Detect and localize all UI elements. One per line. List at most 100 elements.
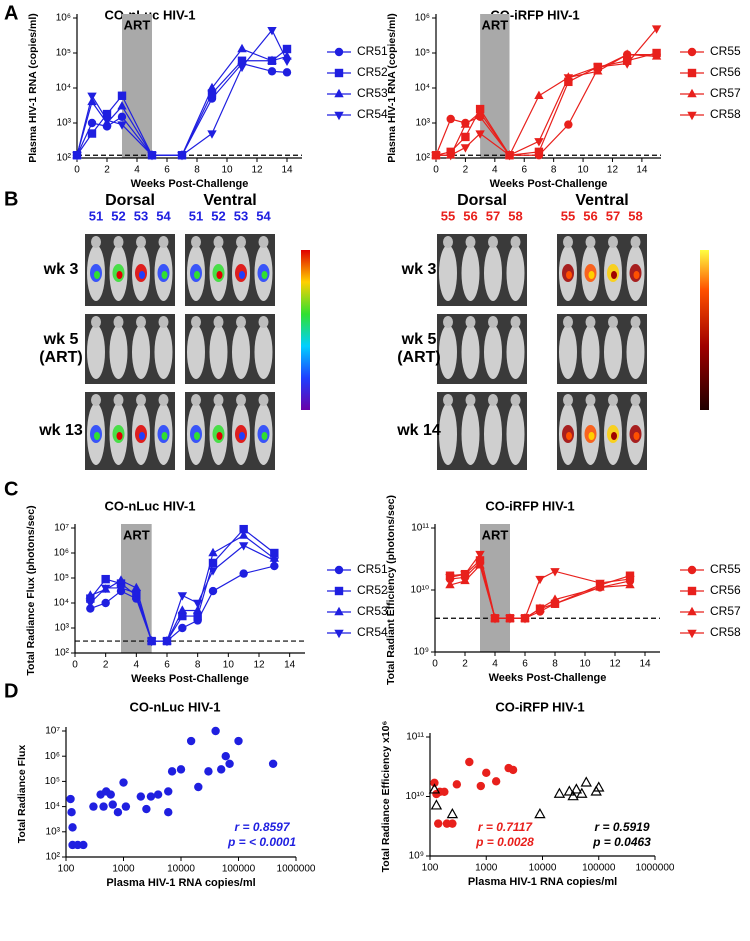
x-axis-label: Weeks Post-Challenge xyxy=(131,178,249,190)
timepoint-label: wk 3 xyxy=(43,261,79,278)
mouse-label: 57 xyxy=(486,208,500,223)
marker xyxy=(550,599,560,608)
marker xyxy=(534,147,544,157)
marker xyxy=(595,579,605,589)
x-tick-label: 2 xyxy=(462,659,468,670)
marker xyxy=(238,542,249,551)
mouse xyxy=(187,325,205,379)
marker xyxy=(576,787,588,798)
marker xyxy=(445,579,455,589)
x-axis-label: Weeks Post-Challenge xyxy=(131,673,249,685)
marker xyxy=(204,767,213,776)
marker xyxy=(177,592,188,601)
marker xyxy=(622,60,632,69)
marker xyxy=(269,557,280,566)
legend-marker xyxy=(334,565,344,575)
mouse xyxy=(109,325,128,379)
x-tick-label: 0 xyxy=(72,660,78,671)
y-axis-label: Total Radiance Flux xyxy=(16,745,28,844)
mouse-label: 57 xyxy=(606,208,620,223)
y-tick-label: 10² xyxy=(57,153,72,164)
marker xyxy=(267,55,277,64)
y-tick-label: 10⁶ xyxy=(56,13,71,24)
legend-label: CR56 xyxy=(710,583,741,597)
marker xyxy=(176,765,186,774)
mouse-head xyxy=(136,316,146,328)
marker xyxy=(563,74,574,83)
mouse-head xyxy=(510,394,521,406)
marker xyxy=(207,89,217,98)
legend-label: CR54 xyxy=(357,107,388,121)
timepoint-label: wk 14 xyxy=(397,422,441,439)
mouse-label: 58 xyxy=(628,208,642,223)
legend-label: CR52 xyxy=(357,583,388,597)
legend-marker xyxy=(334,88,344,98)
series-line xyxy=(76,29,288,156)
mouse-label: 52 xyxy=(211,208,225,223)
marker xyxy=(567,790,579,801)
marker xyxy=(270,561,279,571)
signal-core xyxy=(116,271,123,279)
signal-core xyxy=(194,432,200,440)
mouse-label: 51 xyxy=(89,208,103,223)
signal-core xyxy=(566,432,572,440)
y-tick-label: 10⁴ xyxy=(415,83,430,94)
mouse-head xyxy=(136,394,146,406)
y-tick-label: 10⁶ xyxy=(415,13,430,24)
shade-label: ART xyxy=(124,17,151,32)
marker xyxy=(208,558,218,568)
mouse-head xyxy=(465,394,476,406)
marker xyxy=(164,807,173,817)
shade-label: ART xyxy=(123,527,150,542)
legend-label: CR55 xyxy=(710,44,741,58)
colorbar xyxy=(700,250,709,410)
chart-title: CO-nLuc HIV-1 xyxy=(104,498,195,513)
y-tick-label: 10⁵ xyxy=(56,48,71,59)
marker xyxy=(216,765,226,774)
marker xyxy=(452,780,462,789)
marker xyxy=(550,568,560,577)
marker xyxy=(113,807,123,817)
x-tick-label: 8 xyxy=(194,165,200,176)
marker xyxy=(448,819,457,828)
mouse xyxy=(87,325,105,379)
marker xyxy=(625,571,635,580)
y-tick-label: 10⁴ xyxy=(54,598,69,609)
stat-annotation: p = 0.0028 xyxy=(475,835,534,849)
stat-annotation: p = 0.0463 xyxy=(592,835,651,849)
marker xyxy=(238,530,249,539)
legend-label: CR56 xyxy=(710,65,741,79)
legend-label: CR58 xyxy=(710,625,741,639)
marker xyxy=(108,800,117,809)
mouse xyxy=(506,325,525,379)
marker xyxy=(121,802,131,811)
marker xyxy=(270,548,279,558)
marker xyxy=(282,51,292,60)
y-tick-label: 10¹⁰ xyxy=(411,585,429,596)
legend-marker xyxy=(687,629,697,639)
mouse xyxy=(209,325,228,379)
marker xyxy=(208,567,218,576)
shade-label: ART xyxy=(482,527,509,542)
y-tick-label: 10⁷ xyxy=(54,523,69,534)
x-tick-label: 14 xyxy=(639,659,651,670)
x-tick-label: 4 xyxy=(492,659,498,670)
series-line xyxy=(76,62,288,156)
legend-label: CR54 xyxy=(357,625,388,639)
legend-marker xyxy=(687,606,697,616)
art-shade xyxy=(122,14,152,158)
signal-core xyxy=(161,432,168,440)
x-axis-label: Weeks Post-Challenge xyxy=(490,178,608,190)
mouse-head xyxy=(443,316,453,328)
mouse xyxy=(506,245,525,301)
legend-marker xyxy=(334,606,344,616)
mouse-head xyxy=(113,316,124,328)
mouse-head xyxy=(585,316,596,328)
x-tick-label: 14 xyxy=(284,660,296,671)
marker xyxy=(167,767,177,776)
y-axis-label: Total Radiance Efficiency x10⁶ xyxy=(380,720,392,872)
signal-core xyxy=(633,432,640,440)
marker xyxy=(430,778,439,787)
marker xyxy=(207,82,217,92)
